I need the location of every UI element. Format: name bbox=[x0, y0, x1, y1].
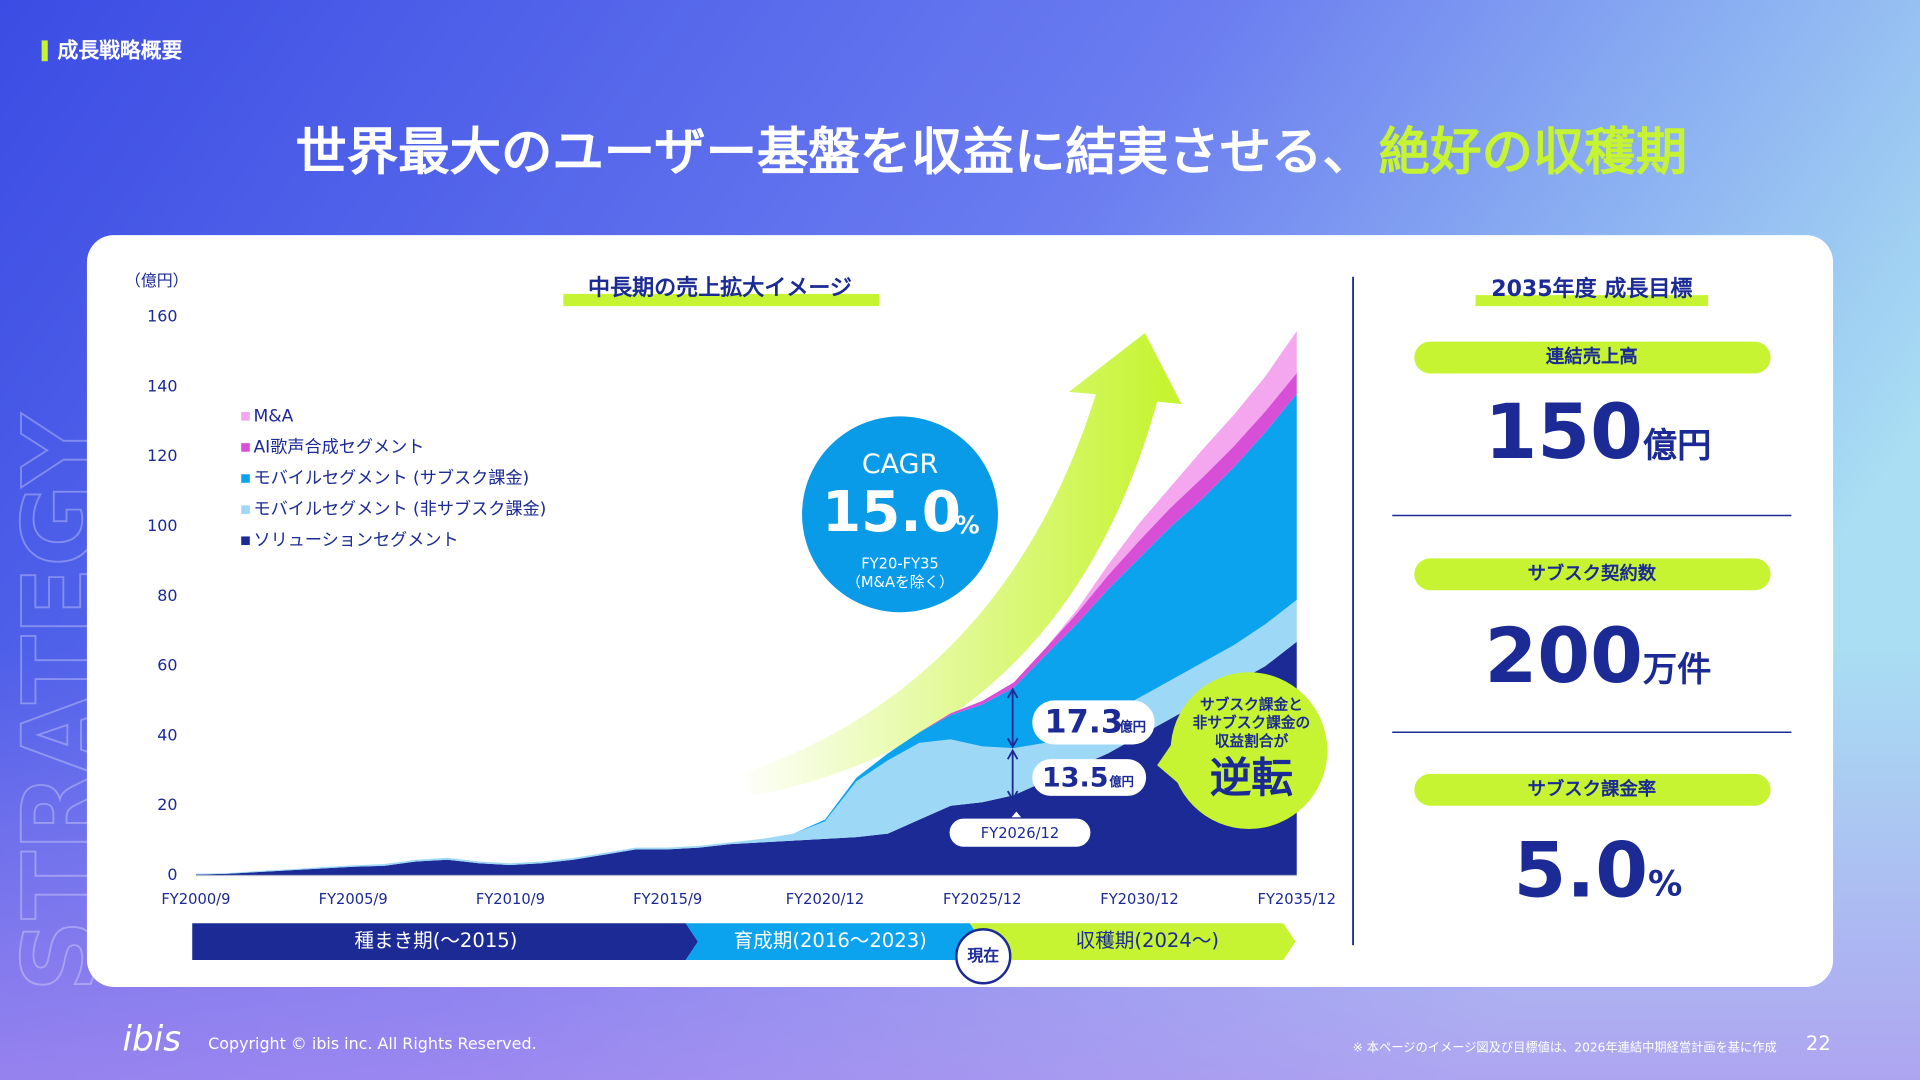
callout-unit: 億円 bbox=[1119, 718, 1146, 735]
goal-unit: 億円 bbox=[1643, 425, 1712, 465]
current-marker-label: 現在 bbox=[967, 946, 999, 965]
cagr-circle bbox=[802, 416, 998, 613]
callout-pill bbox=[1032, 700, 1155, 745]
cagr-note: （M&Aを除く） bbox=[846, 574, 954, 591]
slide-title: 世界最大のユーザー基盤を収益に結実させる、 bbox=[295, 123, 1374, 183]
goal-value-group: 5.0% bbox=[1514, 826, 1683, 914]
logo: ibis bbox=[122, 1019, 181, 1059]
callout-arrowheads bbox=[1006, 687, 1019, 749]
bubble-emphasis: 逆転 bbox=[1210, 753, 1293, 802]
bubble-text: 非サブスク課金の bbox=[1193, 714, 1311, 732]
area bbox=[195, 393, 1297, 874]
y-tick-label: 120 bbox=[147, 446, 177, 465]
y-tick-label: 80 bbox=[157, 586, 177, 605]
section-marker bbox=[41, 40, 48, 62]
y-tick-label: 160 bbox=[147, 307, 177, 326]
legend-label: M&A bbox=[253, 406, 293, 426]
legend-label: モバイルセグメント (サブスク課金) bbox=[253, 468, 529, 489]
y-tick-label: 0 bbox=[167, 865, 177, 884]
callout-arrowheads bbox=[1006, 748, 1019, 802]
footnote: ※ 本ページのイメージ図及び目標値は、2026年連結中期経営計画を基に作成 bbox=[1353, 1040, 1777, 1055]
goal-label: 連結売上高 bbox=[1546, 346, 1638, 368]
x-tick-label: FY2030/12 bbox=[1100, 891, 1178, 908]
goal-pill bbox=[1414, 341, 1771, 374]
bubble bbox=[1170, 672, 1328, 829]
card bbox=[86, 235, 1834, 987]
phase-label: 種まき期(～2015) bbox=[354, 929, 517, 952]
legend-swatch bbox=[241, 474, 250, 483]
cagr-period: FY20-FY35 bbox=[861, 555, 939, 572]
goal-value: 150 bbox=[1484, 388, 1642, 476]
goals-title: 2035年度 成長目標 bbox=[1491, 276, 1692, 302]
phase-bar bbox=[192, 923, 698, 960]
x-tick-label: FY2020/12 bbox=[786, 891, 864, 908]
goal-value: 5.0 bbox=[1514, 826, 1648, 914]
phase-bar bbox=[685, 923, 983, 960]
phase-label: 育成期(2016～2023) bbox=[734, 929, 927, 952]
legend-label: モバイルセグメント (非サブスク課金) bbox=[253, 499, 546, 520]
x-tick-label: FY2025/12 bbox=[943, 891, 1021, 908]
callout-unit: 億円 bbox=[1109, 774, 1133, 789]
goal-pill bbox=[1414, 773, 1771, 806]
copyright: Copyright © ibis inc. All Rights Reserve… bbox=[208, 1034, 536, 1053]
cagr-label: CAGR bbox=[862, 449, 938, 480]
x-tick-label: FY2015/9 bbox=[633, 891, 702, 908]
current-pill bbox=[948, 817, 1092, 848]
y-tick-label: 20 bbox=[157, 795, 177, 814]
legend-swatch bbox=[241, 443, 250, 452]
y-tick-label: 140 bbox=[147, 376, 177, 395]
goal-value-group: 150億円 bbox=[1484, 388, 1711, 476]
bubble-text: 収益割合が bbox=[1215, 732, 1289, 750]
legend-swatch bbox=[241, 412, 250, 421]
goal-value-group: 200万件 bbox=[1484, 612, 1711, 700]
legend-swatch bbox=[241, 505, 250, 514]
goal-pill bbox=[1414, 558, 1771, 591]
y-tick-label: 60 bbox=[157, 656, 177, 675]
page-number: 22 bbox=[1806, 1032, 1831, 1055]
cagr-value: 15.0 bbox=[822, 480, 961, 545]
x-tick-label: FY2000/9 bbox=[161, 891, 230, 908]
phase-label: 収穫期(2024～) bbox=[1076, 929, 1219, 952]
x-tick-label: FY2035/12 bbox=[1258, 891, 1336, 908]
goal-unit: 万件 bbox=[1643, 650, 1712, 690]
section-title: 成長戦略概要 bbox=[58, 38, 183, 62]
current-label: FY2026/12 bbox=[981, 825, 1059, 842]
goal-unit: % bbox=[1648, 864, 1682, 904]
legend-label: AI歌声合成セグメント bbox=[253, 437, 424, 457]
title-highlight bbox=[563, 293, 880, 307]
y-tick-label: 100 bbox=[147, 516, 177, 535]
y-tick-label: 40 bbox=[157, 725, 177, 744]
callout-pill bbox=[1032, 759, 1147, 796]
area bbox=[195, 372, 1297, 874]
goals-title-highlight bbox=[1475, 295, 1709, 307]
callout-value: 13.5 bbox=[1042, 762, 1108, 793]
goal-label: サブスク契約数 bbox=[1528, 562, 1657, 584]
x-tick-label: FY2010/9 bbox=[476, 891, 545, 908]
goal-label: サブスク課金率 bbox=[1528, 778, 1657, 800]
current-marker bbox=[955, 928, 1012, 985]
growth-arrow bbox=[740, 333, 1182, 796]
phase-bar bbox=[969, 923, 1296, 960]
y-unit: （億円） bbox=[125, 271, 189, 290]
chart-title: 中長期の売上拡大イメージ bbox=[588, 275, 852, 301]
legend-label: ソリューションセグメント bbox=[253, 531, 458, 551]
callout-value: 17.3 bbox=[1044, 703, 1123, 741]
slide-title-highlight: 絶好の収穫期 bbox=[1379, 123, 1687, 183]
x-tick-label: FY2005/9 bbox=[319, 891, 388, 908]
legend-swatch bbox=[241, 536, 250, 546]
cagr-unit: % bbox=[955, 511, 980, 540]
bubble-text: サブスク課金と bbox=[1200, 695, 1303, 713]
goal-value: 200 bbox=[1484, 612, 1642, 700]
